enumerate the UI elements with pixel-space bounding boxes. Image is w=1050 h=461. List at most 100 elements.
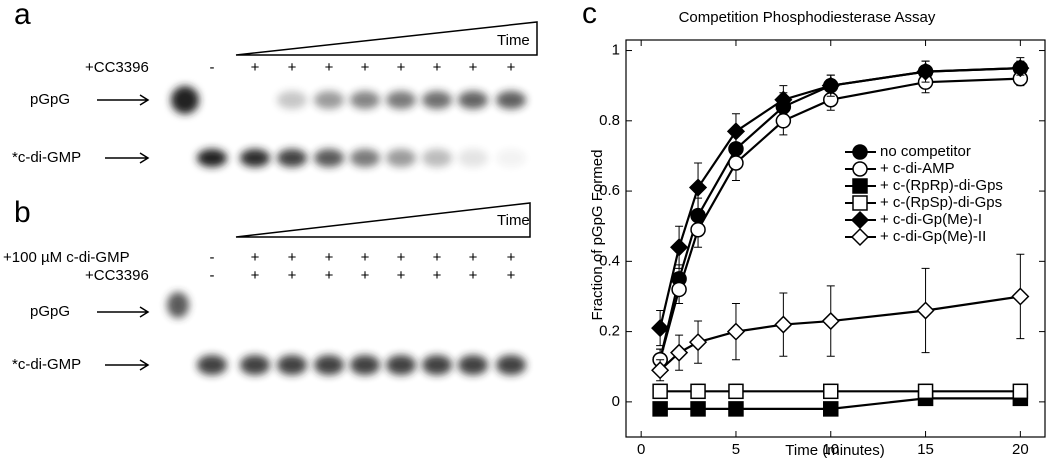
marker <box>821 76 840 95</box>
lane-sign: + <box>469 249 478 266</box>
legend-label: + c-di-Gp(Me)-I <box>880 211 982 228</box>
gel-band <box>197 149 227 167</box>
gel-band <box>458 91 488 109</box>
marker <box>651 319 670 338</box>
marker <box>1011 287 1030 306</box>
time-wedge <box>235 202 531 238</box>
gel-band <box>167 292 189 318</box>
gel-band <box>350 91 380 109</box>
marker <box>726 122 746 141</box>
band-label: *c-di-GMP <box>12 149 81 166</box>
legend-label: + c-di-AMP <box>880 160 955 177</box>
lane-sign: + <box>288 249 297 266</box>
plot-frame <box>625 39 1046 438</box>
lane-sign: + <box>251 59 260 76</box>
arrows <box>97 94 150 164</box>
x-axis-label: Time (minutes) <box>785 442 884 459</box>
lane-sign: - <box>210 59 215 76</box>
gel-band <box>277 149 307 167</box>
legend-marker <box>850 227 870 247</box>
series-line <box>659 295 1021 372</box>
marker <box>823 401 839 417</box>
lane-sign: + <box>469 267 478 284</box>
legend-marker <box>852 178 868 194</box>
y-tick-label: 0.8 <box>599 112 620 129</box>
series-line <box>660 397 1021 410</box>
legend-label: + c-di-Gp(Me)-II <box>880 228 986 245</box>
marker <box>774 315 793 334</box>
gel-band <box>496 149 526 167</box>
lane-sign: + <box>251 267 260 284</box>
treatment-label: +CC3396 <box>85 267 149 284</box>
x-tick-label: 5 <box>732 441 740 458</box>
marker <box>651 361 670 380</box>
x-tick-label: 20 <box>1012 441 1029 458</box>
panel-label: c <box>582 0 597 30</box>
lane-sign: + <box>433 267 442 284</box>
band-label: *c-di-GMP <box>12 356 81 373</box>
lane-sign: + <box>469 59 478 76</box>
marker <box>728 401 744 417</box>
gel-band <box>314 355 344 375</box>
y-tick-label: 0.4 <box>599 252 620 269</box>
legend-marker <box>850 210 870 230</box>
legend-label: no competitor <box>880 143 971 160</box>
marker <box>726 322 746 341</box>
marker <box>688 178 708 197</box>
gel-band <box>496 355 526 375</box>
lane-sign: + <box>325 59 334 76</box>
marker <box>775 113 792 129</box>
lane-sign: + <box>288 59 297 76</box>
lane-sign: + <box>433 59 442 76</box>
gel-band <box>171 86 199 114</box>
time-label: Time <box>497 32 530 49</box>
legend-marker <box>852 144 868 160</box>
lane-sign: + <box>325 267 334 284</box>
marker <box>917 383 934 400</box>
x-tick-label: 0 <box>637 441 645 458</box>
marker <box>728 383 744 400</box>
marker <box>690 221 706 238</box>
band-label: pGpG <box>30 303 70 320</box>
gel-band <box>386 355 416 375</box>
marker <box>916 301 935 320</box>
panel-label: b <box>14 196 31 229</box>
gel-band <box>197 355 227 375</box>
lane-sign: + <box>507 267 516 284</box>
y-tick-label: 0 <box>612 393 620 410</box>
lane-sign: - <box>210 267 215 284</box>
lane-sign: + <box>433 249 442 266</box>
marker <box>652 383 668 400</box>
y-tick-label: 0.2 <box>599 323 620 340</box>
lane-sign: + <box>397 59 406 76</box>
gel-band <box>386 149 416 167</box>
gel-band <box>277 355 307 375</box>
gel-band <box>314 91 344 109</box>
y-tick-label: 0.6 <box>599 182 620 199</box>
gel-band <box>314 149 344 167</box>
marker <box>1011 59 1030 78</box>
marker <box>916 62 935 81</box>
legend-marker <box>852 161 868 177</box>
x-tick-label: 15 <box>917 441 934 458</box>
time-wedge <box>235 21 538 56</box>
legend-label: + c-(RpSp)-di-Gps <box>880 194 1002 211</box>
marker <box>728 155 744 171</box>
chart-title: Competition Phosphodiesterase Assay <box>679 9 936 26</box>
gel-band <box>240 149 270 167</box>
gel-band <box>240 355 270 375</box>
legend-marker <box>852 195 868 211</box>
series-line <box>659 67 1021 329</box>
gel-band <box>422 355 452 375</box>
marker <box>1012 383 1029 400</box>
band-label: pGpG <box>30 91 70 108</box>
arrows <box>97 306 150 371</box>
lane-sign: + <box>397 267 406 284</box>
lane-sign: + <box>361 249 370 266</box>
marker <box>690 401 706 417</box>
x-tick-label: 10 <box>822 441 839 458</box>
marker <box>688 333 708 352</box>
treatment-label: +100 µM c-di-GMP <box>3 249 130 266</box>
marker <box>690 383 706 400</box>
